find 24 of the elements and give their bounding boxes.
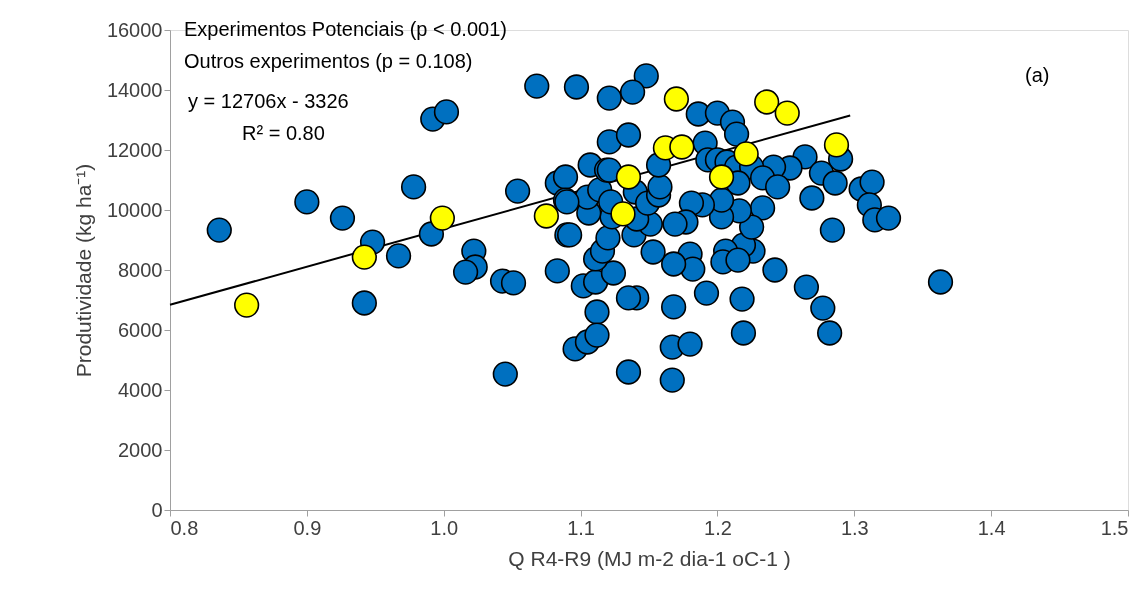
annotation: (a) (1025, 64, 1050, 86)
y-tick-label: 8000 (118, 258, 163, 281)
x-tick-label: 0.8 (170, 516, 199, 539)
x-tick-label: 1.4 (977, 516, 1006, 539)
annotation: y = 12706x - 3326 (188, 90, 349, 112)
x-tick-label: 1.1 (567, 516, 595, 539)
y-tick-label: 6000 (118, 318, 163, 341)
x-tick-label: 1.0 (430, 516, 459, 539)
y-tick-label: 14000 (106, 78, 163, 101)
x-tick-label: 0.9 (293, 516, 322, 539)
y-tick-label: 10000 (106, 198, 163, 221)
y-axis-title: Produtividade (kg ha⁻¹) (71, 163, 95, 378)
x-tick-label: 1.2 (704, 516, 732, 539)
y-tick-label: 0 (151, 498, 163, 521)
y-tick-label: 16000 (106, 18, 163, 41)
annotation: R² = 0.80 (242, 122, 325, 144)
x-axis-title: Q R4-R9 (MJ m-2 dia-1 oC-1 ) (508, 546, 791, 570)
y-tick-label: 4000 (118, 378, 163, 401)
x-tick-label: 1.3 (840, 516, 869, 539)
x-tick-label: 1.5 (1100, 516, 1129, 539)
y-tick-label: 2000 (118, 438, 163, 461)
annotation: Experimentos Potenciais (p < 0.001) (184, 18, 507, 40)
annotation: Outros experimentos (p = 0.108) (184, 50, 473, 72)
y-tick-label: 12000 (106, 138, 163, 161)
